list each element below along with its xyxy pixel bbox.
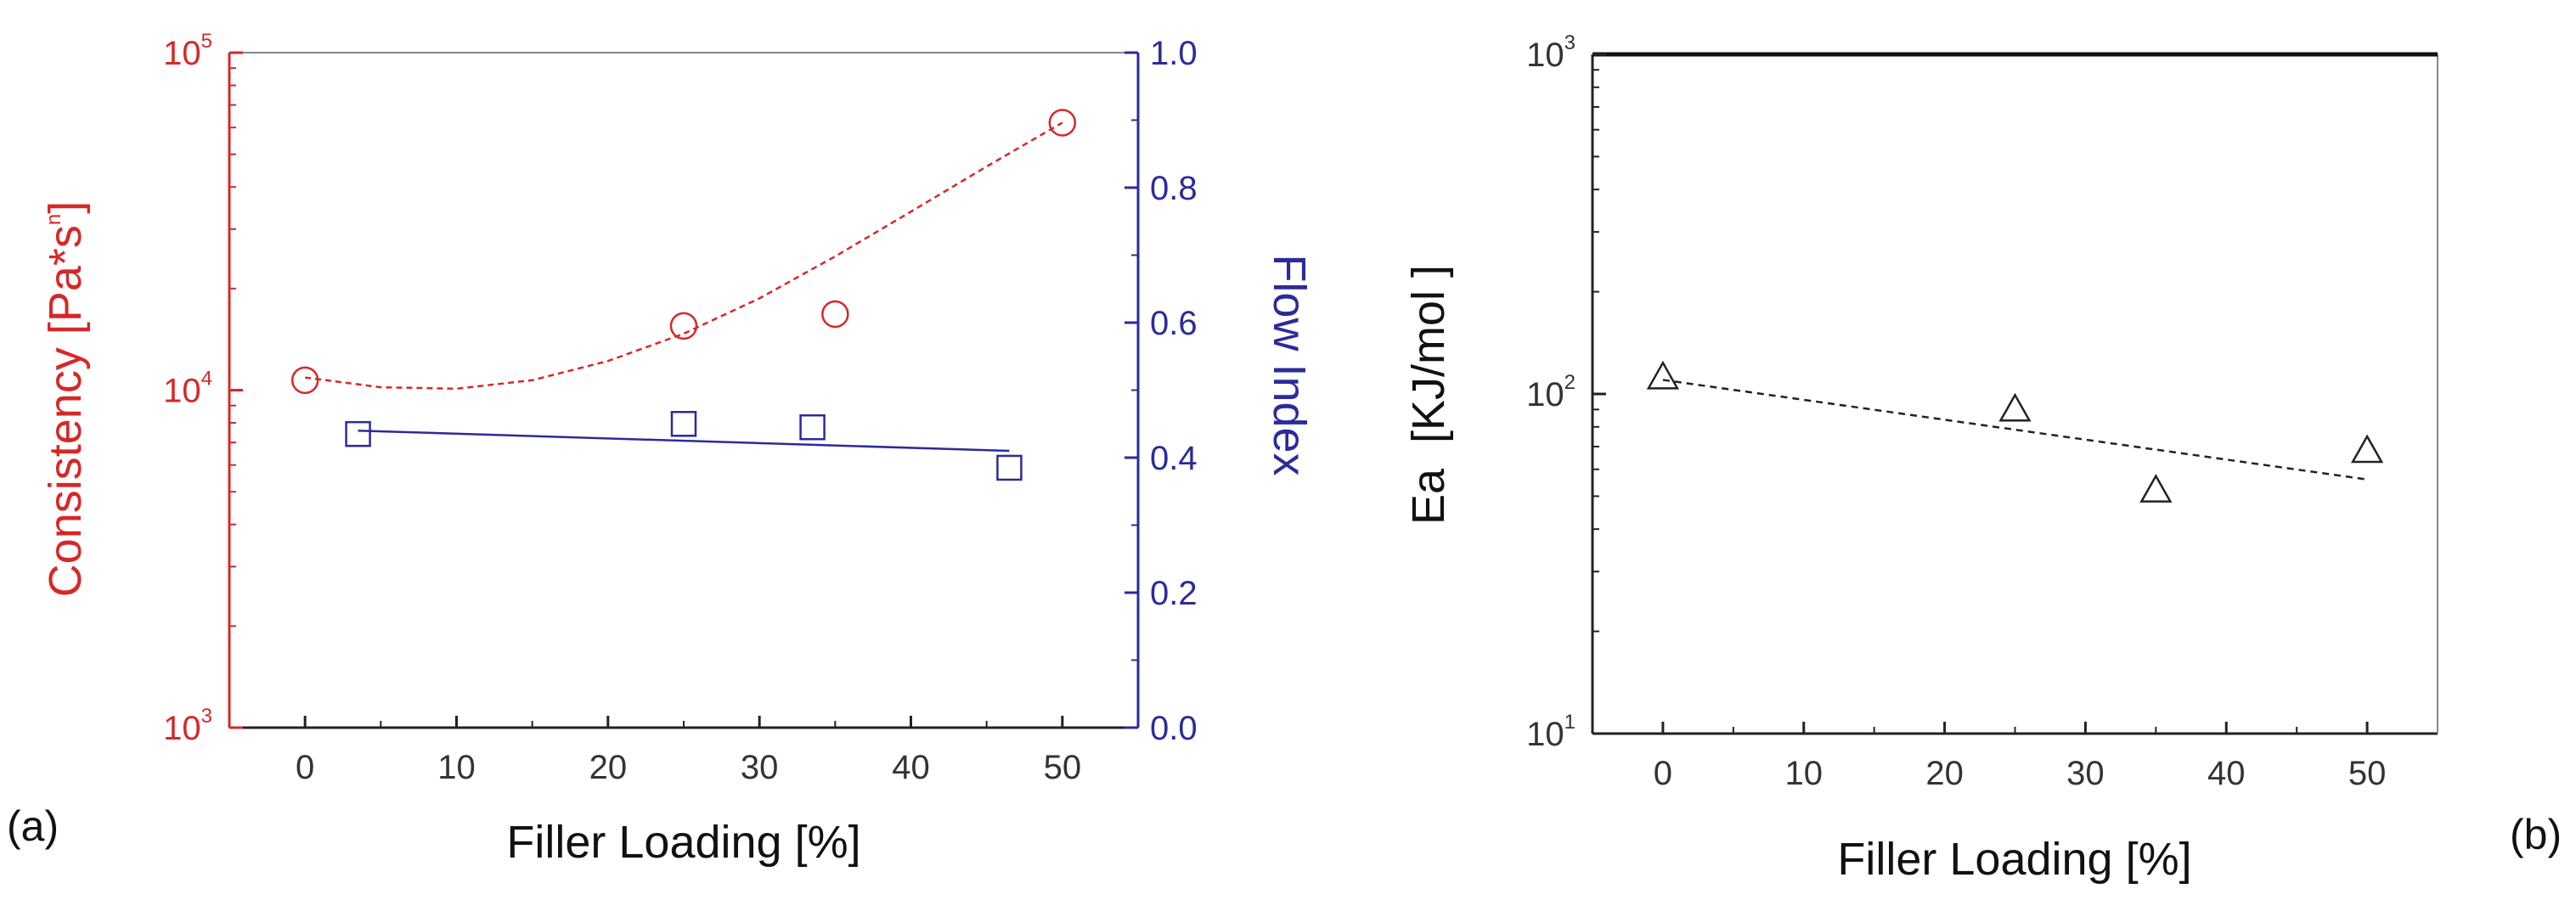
chart-b-x-tick-label: 0	[1654, 755, 1672, 792]
chart-a-flow-index-point	[996, 454, 1023, 481]
chart-a-x-tick-label: 40	[892, 749, 930, 786]
chart-a-x-tick-label: 20	[589, 749, 628, 786]
chart-a-x-tick-label: 10	[437, 749, 476, 786]
chart-b-ea-point	[1998, 392, 2032, 422]
chart-a-y-left-tick-base: 10	[163, 373, 201, 410]
chart-a-flow-index-point	[799, 413, 826, 441]
chart-b-ea-point	[2139, 474, 2173, 503]
chart-a-y-left-tick-exp: 3	[201, 705, 212, 728]
chart-a-consistency-point	[669, 312, 698, 340]
chart-a-y-left-tick-base: 10	[163, 35, 201, 72]
chart-a-y-left-tick-exp: 4	[201, 368, 212, 391]
chart-a-y-left-label-end: ]	[40, 201, 91, 214]
chart-a-consistency-point	[821, 300, 849, 329]
chart-a-x-tick-label: 50	[1044, 749, 1082, 786]
chart-b-y-tick-label: 102	[1526, 371, 1575, 413]
chart-a-x-tick-label: 30	[741, 749, 779, 786]
chart-a-y-left-label-main: Consistency [Pa*s	[40, 225, 91, 597]
chart-b-ea-point	[1646, 360, 1680, 390]
chart-a-x-ticks: 0 10 20 30 40 50	[296, 716, 1081, 786]
chart-a-y-right-tick-label: 0.8	[1150, 170, 1198, 207]
chart-b-x-axis-label: Filler Loading [%]	[1837, 834, 2191, 885]
chart-b-y-tick-base: 10	[1526, 376, 1564, 413]
chart-b-y-axis-label: Ea [KJ/mol ]	[1403, 265, 1454, 525]
chart-b-y-tick-label: 103	[1526, 31, 1575, 74]
chart-a-y-right-ticks: 0.0 0.2 0.4 0.6 0.8 1.0	[1125, 35, 1198, 747]
chart-a-y-left-tick-exp: 5	[201, 30, 212, 53]
chart-b-y-tick-exp: 2	[1564, 371, 1575, 394]
chart-a-fit-lines	[305, 121, 1063, 453]
chart-b-x-tick-label: 50	[2348, 755, 2387, 792]
chart-a-x-axis-label: Filler Loading [%]	[506, 817, 860, 868]
chart-a-y-right-tick-label: 0.0	[1150, 710, 1198, 747]
chart-b-points	[1646, 360, 2384, 503]
chart-b-y-tick-label: 101	[1526, 711, 1575, 753]
chart-b-y-tick-exp: 1	[1564, 711, 1575, 734]
chart-a-y-right-tick-label: 0.6	[1150, 305, 1198, 342]
chart-a-consistency-point	[1048, 109, 1077, 137]
chart-a-y-left-tick-label: 103	[163, 705, 212, 747]
chart-b-x-tick-label: 30	[2066, 755, 2105, 792]
chart-a-y-right-axis-label: Flow Index	[1264, 254, 1315, 475]
chart-a-y-right-tick-label: 1.0	[1150, 35, 1198, 72]
chart-b-x-tick-label: 40	[2207, 755, 2246, 792]
chart-a-consistency-fit-line	[305, 121, 1063, 391]
chart-b-x-ticks: 0 10 20 30 40 50	[1654, 722, 2387, 792]
chart-a-y-right-tick-label: 0.4	[1150, 440, 1198, 477]
chart-a-y-right-tick-label: 0.2	[1150, 575, 1198, 612]
chart-a-points	[290, 109, 1077, 481]
chart-a-y-left-label-sup: n	[42, 214, 65, 225]
chart-a-flow-index-point	[345, 420, 371, 447]
chart-b-y-tick-base: 10	[1526, 37, 1564, 74]
chart-b-x-tick-label: 20	[1925, 755, 1964, 792]
chart-b-x-tick-label: 10	[1785, 755, 1823, 792]
chart-a-y-left-axis-label: Consistency [Pa*sn]	[40, 201, 91, 598]
chart-b-ea-point	[2350, 434, 2384, 464]
chart-a-flow-index-point	[670, 411, 697, 437]
chart-b-y-tick-exp: 3	[1564, 31, 1575, 54]
chart-a-flow-index-fit-line	[358, 429, 1010, 453]
chart-a-y-left-tick-base: 10	[163, 710, 201, 747]
chart-b-panel-label: (b)	[2510, 811, 2562, 858]
chart-a-x-tick-label: 0	[296, 749, 314, 786]
chart-a-consistency-point	[290, 366, 319, 395]
chart-a-y-left-tick-label: 104	[163, 368, 212, 410]
chart-a-panel-label: (a)	[7, 802, 59, 850]
chart-b-y-tick-base: 10	[1526, 716, 1564, 753]
chart-a-y-left-tick-label: 105	[163, 30, 212, 72]
